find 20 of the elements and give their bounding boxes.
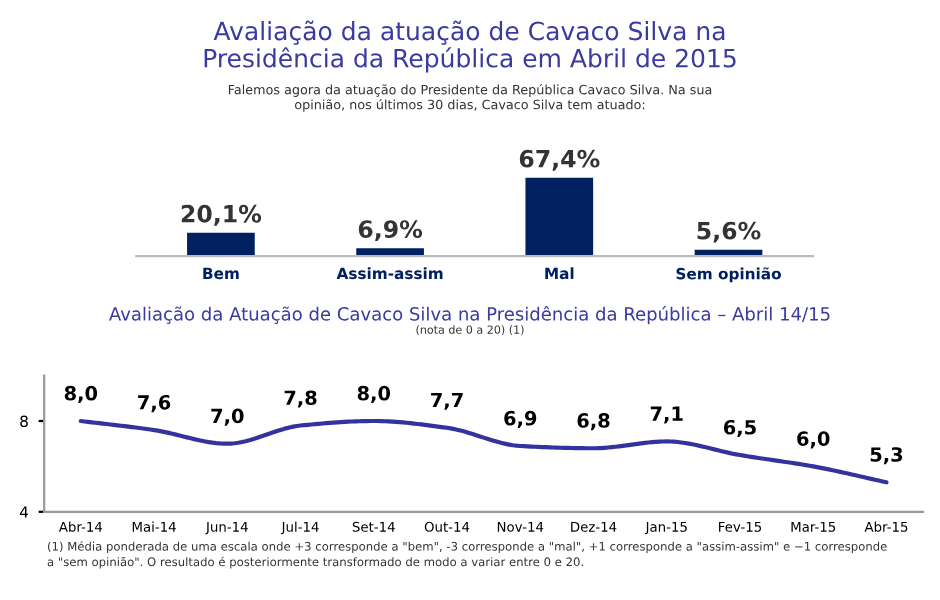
chart-title: Avaliação da Atuação de Cavaco Silva na Presidência da República – Abril 14/15: [109, 306, 830, 325]
data-label: 7,6: [138, 394, 171, 413]
data-label: 6,9%: [358, 220, 423, 242]
data-label: 7,8: [284, 390, 317, 408]
data-label: 6,8: [577, 413, 610, 431]
data-label: 67,4%: [519, 149, 600, 171]
data-label: 8,0: [357, 385, 391, 404]
data-label: 8,0: [64, 385, 98, 404]
data-label: 7,1: [650, 406, 683, 424]
data-label: 5,3: [870, 447, 903, 465]
bar: [525, 177, 594, 257]
data-label: 6,5: [723, 419, 756, 438]
data-label: 6,9: [504, 410, 537, 429]
data-label: 7,7: [431, 392, 463, 410]
data-label: 5,6%: [697, 221, 761, 243]
data-label: 20,1%: [181, 204, 262, 226]
chart-title: Avaliação da atuação de Cavaco Silva na Presidência da República em Abril de 2015: [204, 20, 736, 73]
data-label: 6,0: [797, 431, 830, 449]
data-label: 7,0: [211, 408, 244, 426]
bar: [187, 232, 255, 257]
